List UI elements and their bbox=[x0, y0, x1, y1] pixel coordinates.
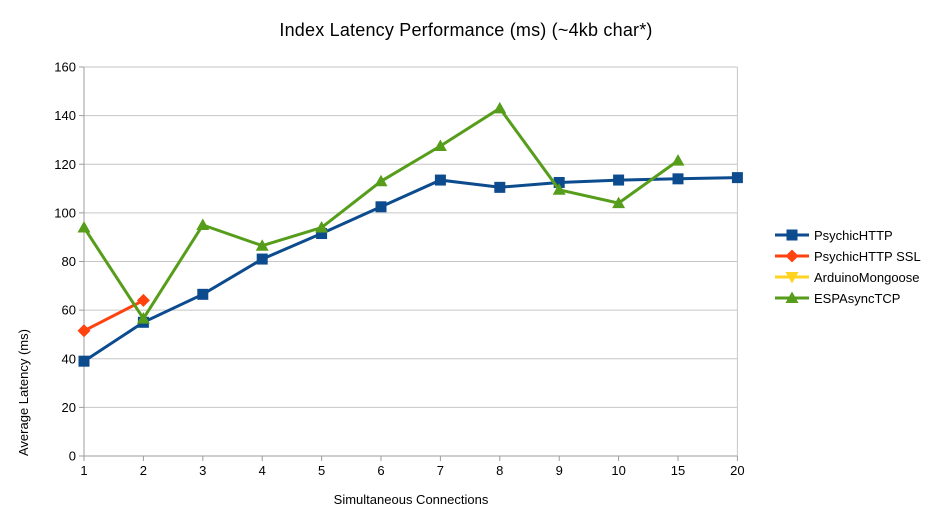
series-line bbox=[82, 106, 679, 322]
data-point-marker bbox=[494, 181, 506, 193]
data-point-marker bbox=[671, 154, 685, 166]
data-point-marker bbox=[78, 355, 90, 367]
data-point-marker bbox=[612, 196, 626, 209]
x-tick-label: 10 bbox=[611, 463, 625, 478]
data-point-marker bbox=[785, 291, 799, 303]
legend-item-psychichttp: PsychicHTTP bbox=[775, 227, 921, 243]
data-point-marker bbox=[553, 176, 565, 188]
y-tick-label: 0 bbox=[69, 449, 76, 464]
data-point-marker bbox=[316, 228, 328, 240]
data-point-marker bbox=[77, 220, 91, 233]
y-tick-label: 120 bbox=[54, 157, 76, 172]
x-tick-label: 15 bbox=[671, 463, 685, 478]
data-point-marker bbox=[785, 272, 799, 284]
data-point-marker bbox=[785, 249, 799, 263]
chart-title: Index Latency Performance (ms) (~4kb cha… bbox=[279, 20, 653, 40]
y-tick-label: 140 bbox=[54, 108, 76, 123]
data-point-marker bbox=[255, 239, 269, 251]
diamond-legend-key-icon bbox=[775, 249, 809, 263]
legend-label: PsychicHTTP SSL bbox=[814, 248, 921, 264]
data-point-marker bbox=[136, 293, 150, 307]
data-point-marker bbox=[433, 139, 447, 152]
x-axis-title: Simultaneous Connections bbox=[333, 492, 489, 507]
x-tick-label: 5 bbox=[318, 463, 325, 478]
data-point-marker bbox=[77, 324, 91, 338]
x-tick-label: 20 bbox=[730, 463, 744, 478]
y-tick-label: 20 bbox=[62, 400, 76, 415]
series-psychichttp-ssl bbox=[77, 293, 150, 338]
square-legend-key-icon bbox=[775, 229, 809, 241]
y-tick-label: 40 bbox=[62, 351, 76, 366]
x-tick-label: 6 bbox=[377, 463, 384, 478]
x-tick-label: 3 bbox=[199, 463, 206, 478]
data-point-marker bbox=[256, 253, 268, 265]
series-psychichttp bbox=[78, 172, 743, 367]
data-point-marker bbox=[375, 201, 387, 213]
triangle-down-legend-key-icon bbox=[775, 272, 809, 284]
data-point-marker bbox=[613, 174, 625, 186]
legend-label: ArduinoMongoose bbox=[814, 269, 920, 285]
x-tick-label: 1 bbox=[80, 463, 87, 478]
legend-label: PsychicHTTP bbox=[814, 227, 893, 243]
data-point-marker bbox=[374, 174, 388, 187]
data-point-marker bbox=[197, 288, 209, 300]
data-point-marker bbox=[196, 218, 210, 231]
y-tick-label: 100 bbox=[54, 205, 76, 220]
data-point-marker bbox=[672, 173, 684, 185]
y-tick-label: 60 bbox=[62, 303, 76, 318]
data-point-marker bbox=[786, 229, 798, 241]
series-line bbox=[83, 176, 738, 363]
legend-item-espasynctcp: ESPAsyncTCP bbox=[775, 290, 921, 306]
legend-item-arduinomongoose: ArduinoMongoose bbox=[775, 269, 921, 285]
x-tick-label: 7 bbox=[437, 463, 444, 478]
legend-label: ESPAsyncTCP bbox=[814, 290, 901, 306]
legend-item-psychichttp-ssl: PsychicHTTP SSL bbox=[775, 248, 921, 264]
x-tick-label: 4 bbox=[259, 463, 266, 478]
series-espasynctcp bbox=[77, 101, 685, 324]
data-point-marker bbox=[731, 172, 743, 184]
x-tick-label: 2 bbox=[140, 463, 147, 478]
data-point-marker bbox=[136, 312, 150, 324]
data-point-marker bbox=[315, 220, 329, 233]
y-tick-label: 80 bbox=[62, 254, 76, 269]
x-tick-label: 8 bbox=[496, 463, 503, 478]
x-tick-label: 9 bbox=[556, 463, 563, 478]
data-point-marker bbox=[434, 174, 446, 186]
data-point-marker bbox=[493, 101, 507, 114]
triangle-up-legend-key-icon bbox=[775, 291, 809, 303]
legend: PsychicHTTP PsychicHTTP SSL ArduinoMongoos… bbox=[775, 227, 921, 306]
data-point-marker bbox=[552, 183, 566, 195]
y-tick-label: 160 bbox=[54, 60, 76, 75]
